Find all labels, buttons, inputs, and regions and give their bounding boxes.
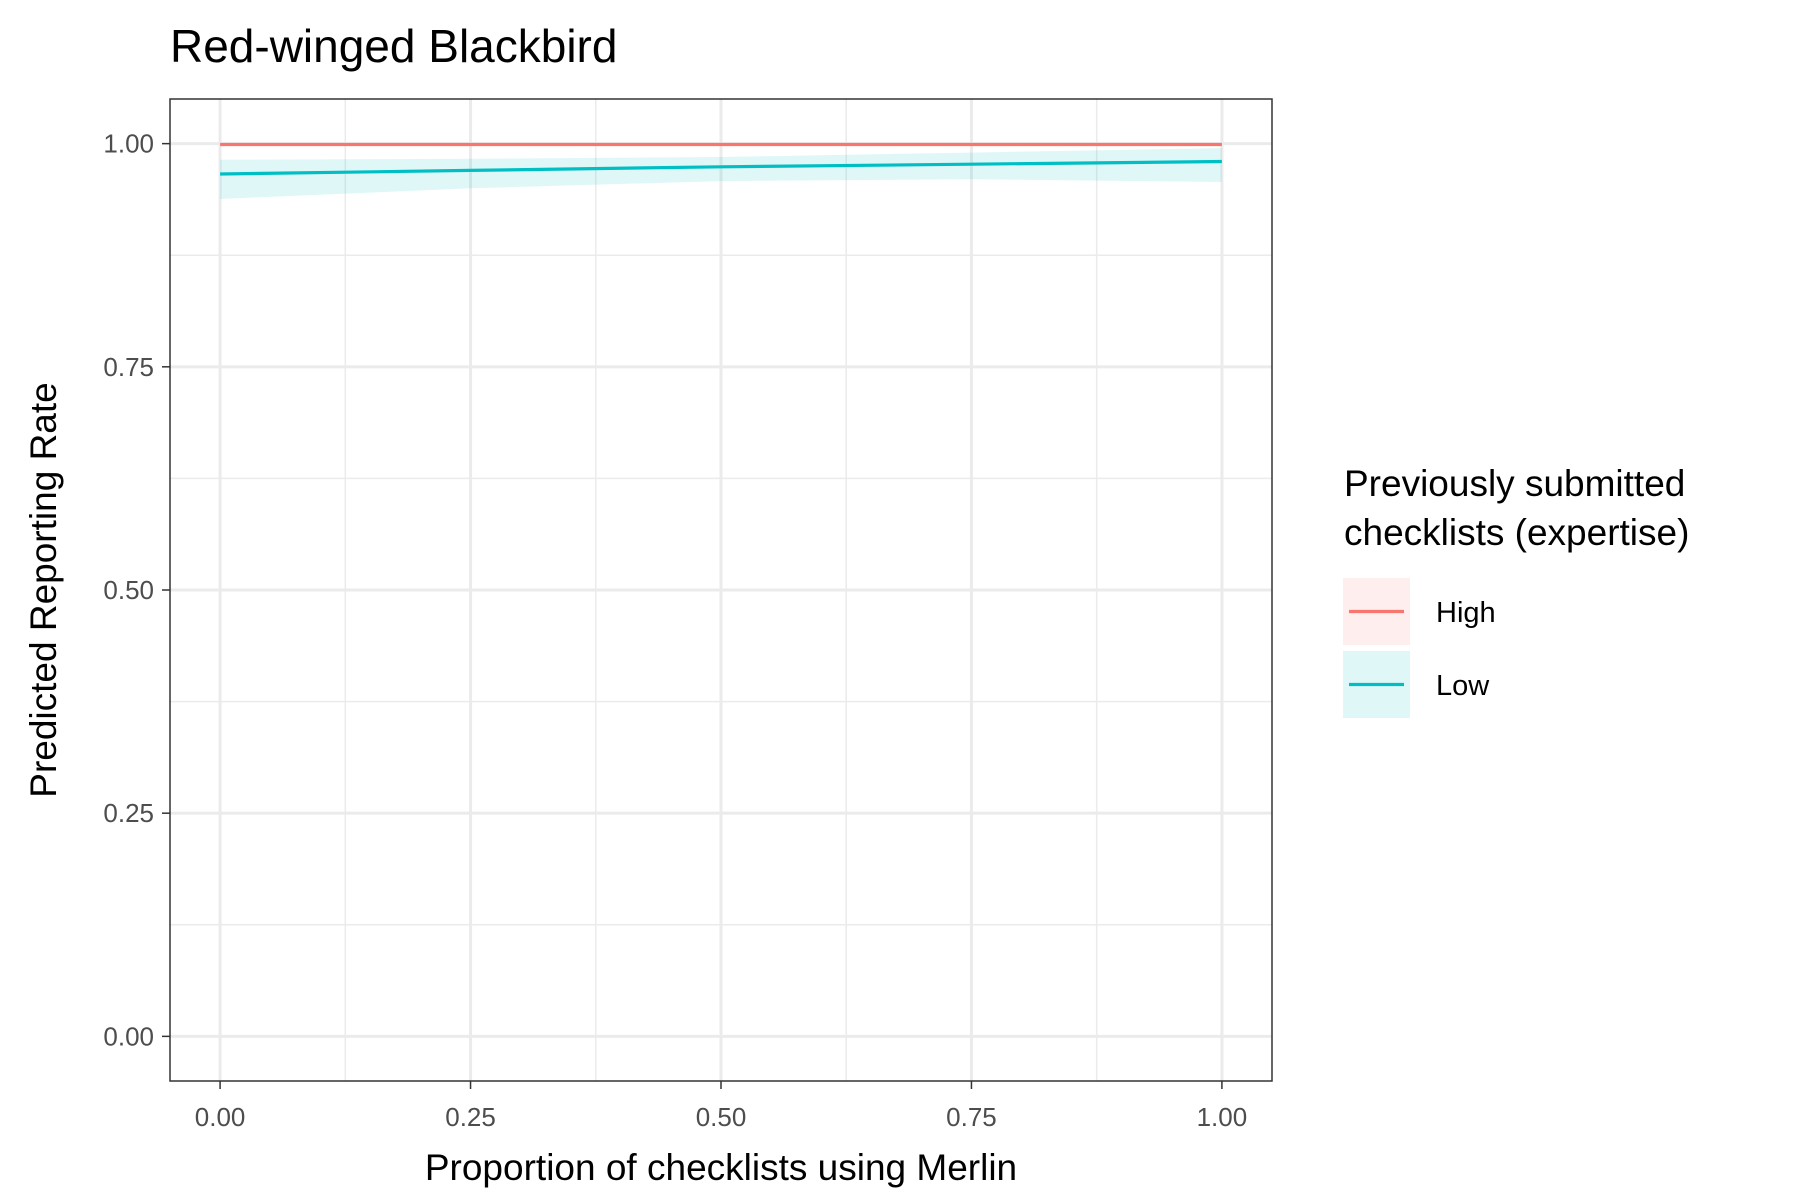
y-tick-label: 0.00 (103, 1021, 154, 1051)
x-tick-label: 0.50 (696, 1102, 747, 1132)
y-tick-label: 1.00 (103, 129, 154, 159)
ribbon-low (220, 148, 1222, 199)
y-axis-title: Predicted Reporting Rate (23, 382, 64, 797)
legend-title-line-2: checklists (expertise) (1344, 512, 1689, 553)
legend: Previously submitted checklists (experti… (1343, 463, 1689, 718)
legend-title-line-1: Previously submitted (1344, 463, 1685, 504)
x-axis: 0.00 0.25 0.50 0.75 1.00 (195, 1081, 1247, 1132)
legend-label-low: Low (1436, 670, 1490, 702)
y-tick-label: 0.50 (103, 575, 154, 605)
series-lines (220, 142, 1222, 176)
x-tick-label: 1.00 (1197, 1102, 1248, 1132)
y-axis: 0.00 0.25 0.50 0.75 1.00 (103, 129, 170, 1051)
y-tick-label: 0.75 (103, 352, 154, 382)
y-tick-label: 0.25 (103, 798, 154, 828)
legend-label-high: High (1436, 597, 1496, 629)
line-low (220, 159, 1222, 176)
x-tick-label: 0.25 (445, 1102, 496, 1132)
x-tick-label: 0.75 (946, 1102, 997, 1132)
x-tick-label: 0.00 (195, 1102, 246, 1132)
chart-title: Red-winged Blackbird (170, 20, 617, 72)
x-axis-title: Proportion of checklists using Merlin (425, 1147, 1017, 1188)
legend-keys: High Low (1343, 578, 1496, 718)
plot-panel (169, 98, 1273, 1082)
